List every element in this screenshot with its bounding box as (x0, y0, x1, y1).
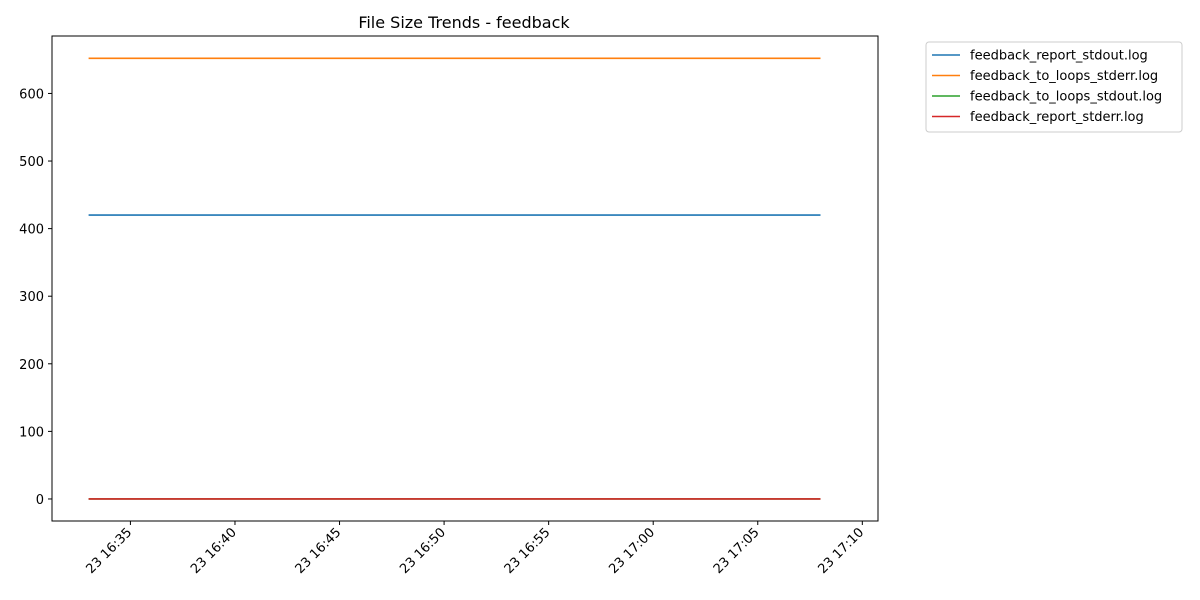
legend-label: feedback_to_loops_stdout.log (970, 90, 1162, 105)
y-tick-label: 300 (19, 290, 44, 305)
x-tick-label: 23 16:35 (84, 525, 136, 577)
x-tick-label: 23 16:50 (397, 525, 449, 577)
x-tick-label: 23 17:05 (711, 525, 763, 577)
y-tick-label: 500 (19, 155, 44, 170)
x-tick-label: 23 16:40 (188, 525, 240, 577)
y-tick-label: 0 (36, 493, 44, 508)
legend-label: feedback_report_stdout.log (970, 49, 1148, 64)
x-axis: 23 16:35 23 16:40 23 16:45 23 16:50 23 16:55… (84, 521, 867, 577)
plot-area (51, 35, 879, 522)
y-tick-label: 400 (19, 223, 44, 238)
x-tick-label: 23 16:45 (293, 525, 345, 577)
x-tick-label: 23 17:10 (815, 525, 867, 577)
legend-label: feedback_report_stderr.log (970, 110, 1144, 125)
y-tick-label: 100 (19, 425, 44, 440)
legend: feedback_report_stdout.log feedback_to_lo… (925, 41, 1183, 133)
legend-label: feedback_to_loops_stderr.log (970, 69, 1158, 84)
y-axis: 0 100 200 300 400 500 600 (19, 87, 52, 508)
y-tick-label: 200 (19, 358, 44, 373)
y-tick-label: 600 (19, 87, 44, 102)
x-tick-label: 23 16:55 (502, 525, 554, 577)
x-tick-label: 23 17:00 (606, 525, 658, 577)
series-lines (88, 57, 821, 500)
legend-box (925, 41, 1183, 133)
chart-title: File Size Trends - feedback (358, 13, 570, 32)
